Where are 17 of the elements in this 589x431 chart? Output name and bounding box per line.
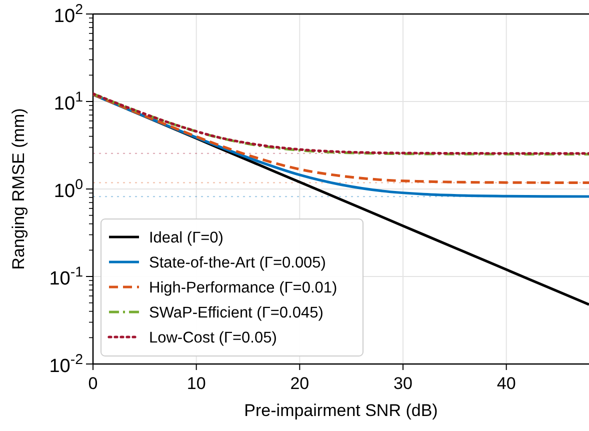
x-tick-label: 20 [290, 374, 310, 393]
legend-label: Low-Cost (Γ=0.05) [149, 330, 277, 346]
legend-label: Ideal (Γ=0) [149, 230, 224, 246]
x-tick-label: 10 [186, 374, 206, 393]
x-tick-label: 40 [496, 374, 516, 393]
x-tick-label: 0 [88, 374, 98, 393]
y-tick-label: 10$^{-2}$ [49, 352, 84, 377]
y-tick-label: 10$^{2}$ [54, 2, 84, 27]
y-tick-label: 10$^{1}$ [54, 90, 84, 114]
x-tick-label: 30 [394, 374, 412, 393]
legend-label: SWaP-Efficient (Γ=0.045) [149, 304, 324, 322]
legend-label: State-of-the-Art (Γ=0.005) [149, 254, 326, 272]
y-axis-title: Ranging RMSE (mm) [9, 108, 28, 270]
legend-label: High-Performance (Γ=0.01) [149, 280, 338, 296]
x-axis-title: Pre-impairment SNR (dB) [244, 401, 438, 420]
y-tick-label: 10$^{0}$ [54, 177, 84, 202]
y-tick-label: 10$^{-1}$ [49, 264, 84, 290]
